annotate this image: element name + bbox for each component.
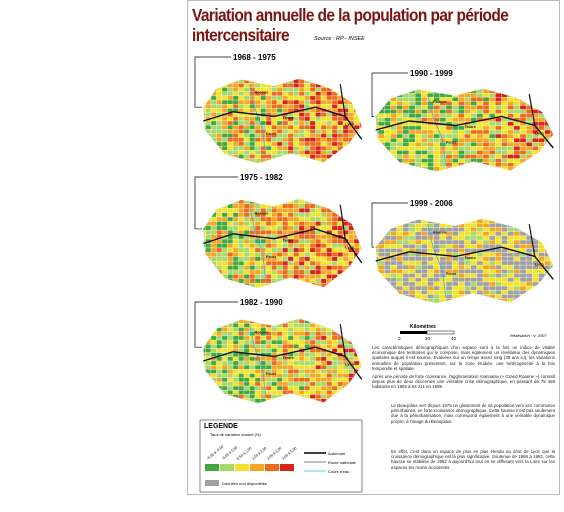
pointer-line — [194, 176, 238, 230]
place-label: Roanne — [254, 211, 268, 215]
map-cells — [203, 318, 362, 404]
scale-bar: Kilomètres 0 20 40 — [398, 324, 457, 341]
motorway — [528, 93, 536, 126]
paragraph: Le Beaujolais vert depuis 1975 un glisse… — [391, 403, 555, 424]
place-label: Tarare — [283, 116, 294, 120]
place-label: Tarare — [465, 256, 476, 260]
legend-nodata: Données non disponibles — [222, 481, 267, 486]
legend-swatch — [235, 464, 249, 471]
place-label: Roanne — [433, 230, 447, 234]
legend-title: LEGENDE — [204, 423, 238, 430]
place-label: Lyon — [345, 363, 355, 367]
scale-title: Kilomètres — [410, 324, 436, 330]
map: 1990 - 1999 Roanne Tarare Feurs Lyon — [371, 69, 554, 172]
map-cells — [375, 218, 554, 304]
scale-tick: 40 — [451, 336, 457, 341]
legend-line: Cours d'eau — [328, 469, 349, 474]
credit: Réalisation : V. 2007 — [510, 333, 547, 338]
pointer-line — [194, 301, 238, 348]
motorway — [203, 106, 363, 140]
period-label: 1975 - 1982 — [240, 173, 283, 182]
map: 1975 - 1982 Roanne Tarare Feurs Lyon — [194, 173, 363, 289]
period-label: 1982 - 1990 — [240, 298, 283, 307]
place-label: Feurs — [266, 372, 276, 376]
pointer-line — [371, 72, 408, 117]
place-label: Feurs — [446, 272, 456, 276]
motorway — [339, 204, 346, 239]
motorway — [375, 246, 554, 280]
place-label: Lyon — [345, 123, 355, 127]
river — [427, 93, 447, 167]
title: Variation annuelle de la population par … — [192, 6, 509, 26]
map: 1968 - 1975 Roanne Tarare Feurs Lyon — [194, 53, 363, 164]
motorway — [203, 346, 363, 380]
map-cells — [375, 88, 554, 172]
motorway — [203, 228, 363, 264]
legend-subtitle: Taux de variation annuel (%) — [210, 432, 261, 437]
period-label: 1968 - 1975 — [233, 53, 276, 62]
river — [249, 84, 267, 158]
map-cells — [203, 78, 362, 164]
place-label: Tarare — [283, 356, 294, 360]
map: 1982 - 1990 Roanne Tarare Feurs Lyon — [194, 298, 363, 404]
river — [249, 204, 267, 283]
map-cells — [203, 198, 362, 289]
motorway — [339, 84, 346, 117]
legend-swatch — [265, 464, 279, 471]
scale-tick: 0 — [398, 336, 401, 341]
place-label: Lyon — [535, 263, 545, 267]
place-label: Roanne — [254, 90, 268, 94]
legend-line: Route nationale — [328, 460, 357, 465]
place-label: Feurs — [446, 141, 456, 145]
place-label: Feurs — [266, 255, 276, 259]
place-label: Lyon — [535, 132, 545, 136]
motorway — [528, 224, 536, 257]
place-label: Tarare — [283, 239, 294, 243]
period-label: 1990 - 1999 — [410, 69, 453, 78]
source: Source : RP - INSEE — [314, 36, 365, 42]
motorway — [375, 115, 554, 149]
legend-swatch — [250, 464, 264, 471]
title: intercensitaire — [192, 26, 290, 46]
legend-swatch — [220, 464, 234, 471]
place-label: Roanne — [254, 330, 268, 334]
legend: LEGENDE Taux de variation annuel (%) Aut… — [199, 419, 363, 493]
place-label: Lyon — [345, 245, 355, 249]
pointer-line — [371, 202, 408, 248]
place-label: Roanne — [433, 100, 447, 104]
place-label: Tarare — [465, 125, 476, 129]
map: 1999 - 2006 Roanne Tarare Feurs Lyon — [371, 199, 554, 304]
river — [427, 224, 447, 298]
paragraph: En effet, c'est dans un espace de plus e… — [391, 449, 555, 470]
scale-tick: 20 — [425, 336, 431, 341]
paragraph: Après une période de forte croissance, l… — [372, 374, 555, 390]
period-label: 1999 - 2006 — [410, 199, 453, 208]
pointer-line — [194, 56, 231, 108]
paragraph: Les caractéristiques démographiques d'un… — [372, 345, 555, 371]
legend-line: Autoroute — [328, 451, 346, 456]
legend-swatch — [280, 464, 294, 471]
river — [249, 324, 267, 398]
motorway — [339, 324, 346, 357]
place-label: Feurs — [266, 132, 276, 136]
legend-swatch — [205, 464, 219, 471]
